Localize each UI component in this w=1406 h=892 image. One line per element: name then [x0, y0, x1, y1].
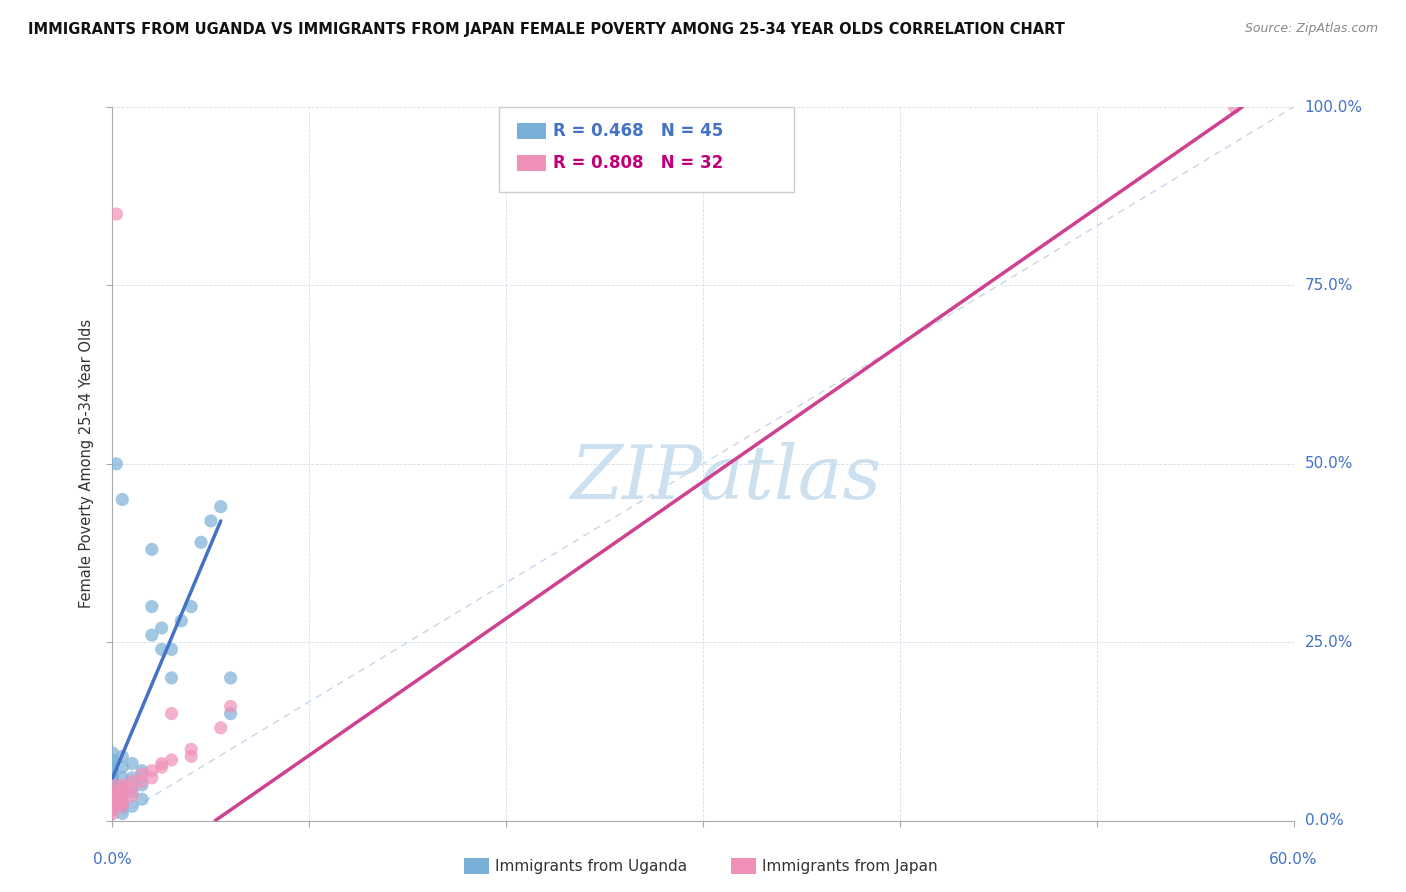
Point — [200, 514, 222, 528]
Point — [170, 614, 193, 628]
Point — [209, 500, 232, 514]
Point — [101, 753, 124, 767]
Point — [101, 799, 124, 814]
Point — [1223, 100, 1246, 114]
Point — [101, 792, 124, 806]
Point — [219, 699, 242, 714]
Point — [101, 771, 124, 785]
Text: ZIPatlas: ZIPatlas — [571, 442, 882, 515]
Point — [121, 756, 143, 771]
Point — [131, 774, 153, 789]
Point — [111, 781, 134, 796]
Point — [141, 599, 163, 614]
Point — [150, 642, 173, 657]
Point — [180, 742, 202, 756]
Point — [111, 785, 134, 799]
Text: 60.0%: 60.0% — [1270, 852, 1317, 867]
Point — [111, 771, 134, 785]
Point — [101, 756, 124, 771]
Point — [111, 749, 134, 764]
Point — [150, 756, 173, 771]
Point — [101, 760, 124, 774]
Point — [121, 785, 143, 799]
Text: 75.0%: 75.0% — [1305, 278, 1353, 293]
Point — [101, 774, 124, 789]
Point — [105, 207, 128, 221]
Point — [101, 781, 124, 796]
Point — [131, 764, 153, 778]
Y-axis label: Female Poverty Among 25-34 Year Olds: Female Poverty Among 25-34 Year Olds — [79, 319, 94, 608]
Point — [121, 799, 143, 814]
Point — [121, 789, 143, 803]
Point — [101, 746, 124, 760]
Text: R = 0.808   N = 32: R = 0.808 N = 32 — [553, 154, 723, 172]
Text: Immigrants from Uganda: Immigrants from Uganda — [495, 859, 688, 873]
Point — [105, 457, 128, 471]
Point — [111, 781, 134, 796]
Point — [101, 789, 124, 803]
Point — [160, 642, 183, 657]
Point — [209, 721, 232, 735]
Point — [101, 806, 124, 821]
Point — [101, 778, 124, 792]
Point — [111, 778, 134, 792]
Point — [101, 803, 124, 817]
Point — [160, 706, 183, 721]
Point — [111, 799, 134, 814]
Point — [111, 792, 134, 806]
Point — [101, 785, 124, 799]
Point — [101, 778, 124, 792]
Text: 100.0%: 100.0% — [1305, 100, 1362, 114]
Point — [111, 806, 134, 821]
Point — [121, 774, 143, 789]
Point — [131, 792, 153, 806]
Point — [141, 628, 163, 642]
Point — [180, 599, 202, 614]
Text: Source: ZipAtlas.com: Source: ZipAtlas.com — [1244, 22, 1378, 36]
Point — [150, 760, 173, 774]
Point — [190, 535, 212, 549]
Text: 50.0%: 50.0% — [1305, 457, 1353, 471]
Text: R = 0.468   N = 45: R = 0.468 N = 45 — [553, 122, 723, 140]
Point — [111, 789, 134, 803]
Point — [180, 749, 202, 764]
Point — [101, 789, 124, 803]
Point — [101, 785, 124, 799]
Point — [111, 796, 134, 810]
Point — [121, 781, 143, 796]
Point — [101, 767, 124, 781]
Point — [141, 542, 163, 557]
Point — [101, 792, 124, 806]
Point — [111, 799, 134, 814]
Point — [219, 671, 242, 685]
Text: 0.0%: 0.0% — [93, 852, 132, 867]
Point — [111, 760, 134, 774]
Point — [111, 492, 134, 507]
Point — [141, 771, 163, 785]
Point — [160, 671, 183, 685]
Point — [101, 796, 124, 810]
Point — [101, 799, 124, 814]
Point — [111, 792, 134, 806]
Point — [141, 764, 163, 778]
Text: 0.0%: 0.0% — [1305, 814, 1344, 828]
Point — [150, 621, 173, 635]
Text: Immigrants from Japan: Immigrants from Japan — [762, 859, 938, 873]
Point — [131, 778, 153, 792]
Point — [160, 753, 183, 767]
Point — [101, 803, 124, 817]
Point — [101, 764, 124, 778]
Text: 25.0%: 25.0% — [1305, 635, 1353, 649]
Text: IMMIGRANTS FROM UGANDA VS IMMIGRANTS FROM JAPAN FEMALE POVERTY AMONG 25-34 YEAR : IMMIGRANTS FROM UGANDA VS IMMIGRANTS FRO… — [28, 22, 1064, 37]
Point — [121, 771, 143, 785]
Point — [219, 706, 242, 721]
Point — [131, 767, 153, 781]
